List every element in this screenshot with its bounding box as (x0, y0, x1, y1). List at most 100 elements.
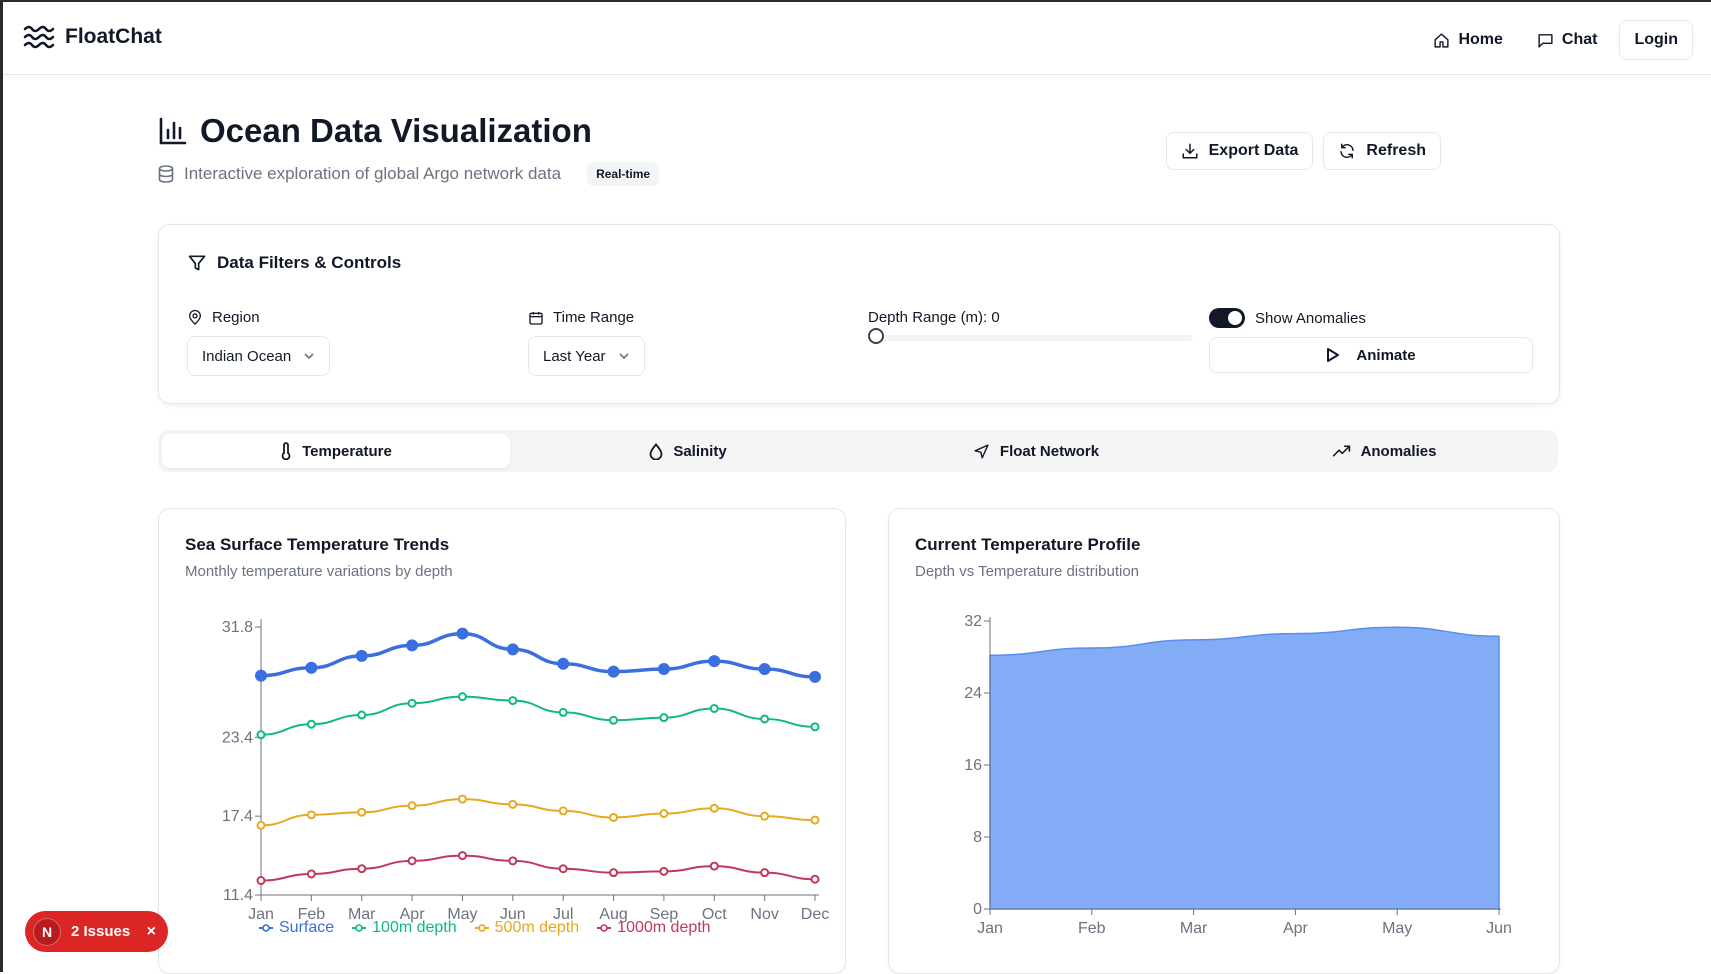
y-tick-label: 8 (973, 829, 982, 846)
data-point (407, 856, 417, 866)
legend-item[interactable]: 100m depth (352, 919, 457, 937)
x-tick-label: Oct (702, 906, 727, 923)
depth-range-slider[interactable] (868, 335, 1193, 341)
time-range-label: Time Range (553, 309, 635, 326)
data-point (256, 820, 266, 830)
window-top-border (0, 0, 1711, 2)
data-point (760, 868, 770, 878)
data-point (406, 639, 419, 652)
main-nav: Home Chat Login (1421, 20, 1693, 60)
tab-salinity[interactable]: Salinity (514, 430, 862, 472)
calendar-icon (528, 310, 544, 326)
data-point (305, 661, 318, 674)
refresh-button[interactable]: Refresh (1323, 132, 1441, 170)
data-point (709, 861, 719, 871)
data-point (306, 869, 316, 879)
play-icon (1326, 347, 1340, 363)
data-point (709, 703, 719, 713)
nav-chat-link[interactable]: Chat (1525, 21, 1610, 59)
data-point (810, 874, 820, 884)
x-tick-label: Apr (400, 906, 426, 923)
legend-label: 1000m depth (617, 919, 711, 936)
data-point (760, 714, 770, 724)
y-tick-label: 17.4 (222, 808, 253, 825)
visualization-tabs: Temperature Salinity Float Network Anoma… (158, 430, 1558, 472)
trending-up-icon (1332, 444, 1351, 458)
page-actions: Export Data Refresh (1165, 132, 1441, 170)
data-point (256, 876, 266, 886)
y-tick-label: 11.4 (223, 887, 253, 904)
brand[interactable]: FloatChat (23, 24, 162, 50)
region-label-row: Region (187, 309, 260, 326)
x-tick-label: Feb (298, 906, 326, 923)
region-select[interactable]: Indian Ocean (187, 336, 331, 376)
filter-icon (187, 253, 207, 273)
animate-label: Animate (1356, 346, 1416, 364)
thermometer-icon (280, 442, 292, 460)
temperature-trends-chart: 31.8 23.4 17.4 11.4 Jan Feb Mar Apr May Jun Jul Aug… (222, 619, 829, 923)
nav-home-label: Home (1458, 31, 1503, 48)
close-icon[interactable]: × (146, 922, 156, 940)
x-tick-label: Jul (553, 906, 573, 923)
legend-item[interactable]: 1000m depth (597, 919, 711, 937)
temperature-profile-title: Current Temperature Profile (915, 535, 1141, 554)
map-pin-icon (187, 309, 203, 326)
show-anomalies-label: Show Anomalies (1255, 310, 1366, 327)
legend-item[interactable]: Surface (259, 919, 334, 937)
tab-float-network[interactable]: Float Network (862, 430, 1210, 472)
droplet-icon (649, 442, 663, 460)
data-point (809, 670, 821, 683)
series-line (260, 798, 816, 827)
x-tick-label: Jan (248, 906, 274, 923)
depth-range-label: Depth Range (m): 0 (868, 309, 1000, 326)
show-anomalies-toggle[interactable] (1209, 308, 1245, 328)
time-range-value: Last Year (543, 347, 606, 365)
data-point (306, 719, 316, 729)
x-tick-label: Dec (801, 906, 829, 923)
bar-chart-icon (158, 116, 188, 146)
x-tick-label: Nov (750, 906, 778, 923)
realtime-badge: Real-time (587, 162, 660, 186)
export-data-button[interactable]: Export Data (1165, 132, 1314, 170)
nav-home-link[interactable]: Home (1421, 21, 1514, 59)
x-tick-label: Jun (500, 906, 526, 923)
data-point (357, 710, 367, 720)
temperature-profile-card: Current Temperature Profile Depth vs Tem… (888, 508, 1560, 974)
y-tick-label: 24 (964, 685, 982, 702)
region-value: Indian Ocean (202, 347, 292, 365)
tab-temperature[interactable]: Temperature (162, 434, 510, 468)
data-point (657, 663, 670, 676)
data-point (407, 698, 417, 708)
time-range-select[interactable]: Last Year (528, 336, 645, 376)
x-tick-label: Jun (1486, 920, 1512, 937)
data-point (558, 707, 568, 717)
region-label: Region (212, 309, 260, 326)
filters-title-row: Data Filters & Controls (187, 253, 401, 273)
data-point (255, 669, 267, 682)
data-point (609, 868, 619, 878)
data-point (457, 851, 467, 861)
data-point (306, 810, 316, 820)
tab-anomalies[interactable]: Anomalies (1210, 430, 1558, 472)
data-point (609, 715, 619, 725)
x-tick-label: Mar (1180, 920, 1208, 937)
data-point (708, 655, 721, 668)
series-line (260, 631, 816, 679)
data-point (558, 806, 568, 816)
x-tick-label: May (1382, 920, 1412, 937)
login-button[interactable]: Login (1619, 20, 1693, 60)
x-tick-label: May (447, 906, 477, 923)
data-point (508, 696, 518, 706)
depth-range-slider-thumb[interactable] (868, 328, 884, 344)
x-tick-label: Apr (1283, 920, 1309, 937)
animate-button[interactable]: Animate (1209, 337, 1533, 373)
issues-badge[interactable]: N 2 Issues × (25, 911, 168, 952)
x-tick-label: Sep (650, 906, 679, 923)
brand-name: FloatChat (65, 25, 162, 48)
y-tick-label: 16 (964, 757, 982, 774)
legend-item[interactable]: 500m depth (474, 919, 579, 937)
data-point (357, 864, 367, 874)
data-point (407, 801, 417, 811)
legend-marker-icon (597, 924, 612, 932)
legend-marker-icon (474, 924, 489, 932)
